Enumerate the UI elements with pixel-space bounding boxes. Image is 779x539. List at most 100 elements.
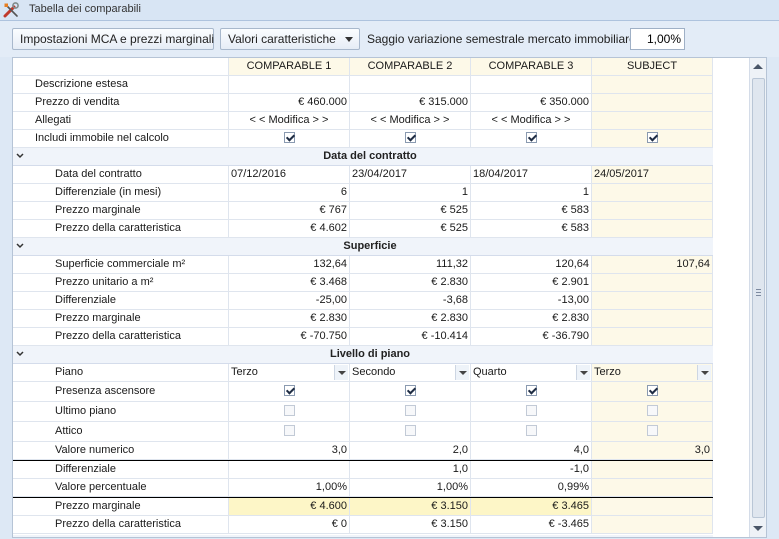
include-checkbox[interactable] xyxy=(404,131,416,143)
penthouse-checkbox[interactable] xyxy=(283,424,295,436)
grid-cell[interactable]: € 460.000 xyxy=(229,94,350,112)
chevron-down-icon[interactable] xyxy=(16,351,24,357)
grid-cell[interactable]: 120,64 xyxy=(471,256,592,274)
top-floor-checkbox[interactable] xyxy=(646,404,658,416)
grid-cell[interactable] xyxy=(229,461,350,479)
grid-cell[interactable]: € -70.750 xyxy=(229,328,350,346)
group-header-data-contratto[interactable]: Data del contratto xyxy=(13,148,713,166)
grid-cell[interactable]: € 2.830 xyxy=(350,310,471,328)
grid-cell[interactable]: 1,00% xyxy=(229,479,350,497)
grid-cell[interactable] xyxy=(229,76,350,94)
grid-cell[interactable]: -25,00 xyxy=(229,292,350,310)
grid-cell[interactable]: € 2.830 xyxy=(471,310,592,328)
penthouse-checkbox[interactable] xyxy=(404,424,416,436)
grid-cell[interactable]: € 4.600 xyxy=(229,498,350,516)
grid-cell[interactable]: € 0 xyxy=(229,516,350,534)
grid-cell[interactable]: 132,64 xyxy=(229,256,350,274)
grid-cell[interactable]: -1,0 xyxy=(471,461,592,479)
grid-cell[interactable]: 3,0 xyxy=(229,442,350,460)
column-header-comparable-1[interactable]: COMPARABLE 1 xyxy=(229,58,350,76)
grid-cell[interactable] xyxy=(592,94,713,112)
grid-cell[interactable]: € 3.468 xyxy=(229,274,350,292)
grid-cell[interactable]: 3,0 xyxy=(592,442,713,460)
grid-cell[interactable]: 0,99% xyxy=(471,479,592,497)
column-header-comparable-2[interactable]: COMPARABLE 2 xyxy=(350,58,471,76)
group-header-livello-piano[interactable]: Livello di piano xyxy=(13,346,713,364)
grid-cell[interactable]: € 767 xyxy=(229,202,350,220)
chevron-down-icon[interactable] xyxy=(16,153,24,159)
penthouse-checkbox[interactable] xyxy=(525,424,537,436)
scroll-down-arrow-icon[interactable] xyxy=(753,526,763,531)
grid-cell[interactable]: -13,00 xyxy=(471,292,592,310)
grid-cell[interactable]: 24/05/2017 xyxy=(592,166,713,184)
grid-cell[interactable]: € 2.830 xyxy=(350,274,471,292)
grid-cell[interactable] xyxy=(592,461,713,479)
grid-cell[interactable] xyxy=(592,310,713,328)
mca-settings-button[interactable]: Impostazioni MCA e prezzi marginali xyxy=(12,28,214,50)
grid-cell[interactable]: € 525 xyxy=(350,220,471,238)
floor-select[interactable]: Terzo xyxy=(229,364,350,382)
floor-select[interactable]: Secondo xyxy=(350,364,471,382)
scroll-up-arrow-icon[interactable] xyxy=(753,64,763,69)
characteristic-values-dropdown[interactable]: Valori caratteristiche xyxy=(220,28,360,50)
grid-cell[interactable]: € 3.465 xyxy=(471,498,592,516)
scrollbar-thumb[interactable] xyxy=(752,78,765,518)
elevator-checkbox[interactable] xyxy=(646,384,658,396)
elevator-checkbox[interactable] xyxy=(283,384,295,396)
grid-cell[interactable] xyxy=(592,76,713,94)
edit-attachments-link[interactable]: < < Modifica > > xyxy=(229,112,350,130)
penthouse-checkbox[interactable] xyxy=(646,424,658,436)
chevron-down-icon[interactable] xyxy=(455,365,469,380)
grid-cell[interactable]: € -36.790 xyxy=(471,328,592,346)
grid-cell[interactable]: € 583 xyxy=(471,202,592,220)
column-header-comparable-3[interactable]: COMPARABLE 3 xyxy=(471,58,592,76)
grid-cell[interactable]: € -3.465 xyxy=(471,516,592,534)
column-header-subject[interactable]: SUBJECT xyxy=(592,58,713,76)
grid-cell[interactable]: 2,0 xyxy=(350,442,471,460)
grid-cell[interactable] xyxy=(592,516,713,534)
grid-cell[interactable]: 4,0 xyxy=(471,442,592,460)
elevator-checkbox[interactable] xyxy=(404,384,416,396)
grid-cell[interactable] xyxy=(350,76,471,94)
grid-cell[interactable] xyxy=(592,184,713,202)
grid-cell[interactable] xyxy=(592,202,713,220)
grid-cell[interactable]: 23/04/2017 xyxy=(350,166,471,184)
elevator-checkbox[interactable] xyxy=(525,384,537,396)
include-checkbox[interactable] xyxy=(283,131,295,143)
chevron-down-icon[interactable] xyxy=(334,365,348,380)
grid-cell[interactable]: € 4.602 xyxy=(229,220,350,238)
grid-cell[interactable]: 1 xyxy=(471,184,592,202)
chevron-down-icon[interactable] xyxy=(576,365,590,380)
group-header-next[interactable] xyxy=(13,535,713,537)
include-checkbox[interactable] xyxy=(646,131,658,143)
include-checkbox[interactable] xyxy=(525,131,537,143)
grid-cell[interactable] xyxy=(471,76,592,94)
grid-cell[interactable] xyxy=(592,292,713,310)
group-header-superficie[interactable]: Superficie xyxy=(13,238,713,256)
grid-cell[interactable]: € 3.150 xyxy=(350,498,471,516)
grid-cell[interactable]: 18/04/2017 xyxy=(471,166,592,184)
grid-cell[interactable]: € 350.000 xyxy=(471,94,592,112)
grid-cell[interactable]: € 3.150 xyxy=(350,516,471,534)
grid-cell[interactable] xyxy=(592,479,713,497)
grid-cell[interactable]: € -10.414 xyxy=(350,328,471,346)
grid-cell[interactable]: € 525 xyxy=(350,202,471,220)
grid-cell[interactable] xyxy=(592,220,713,238)
edit-attachments-link[interactable]: < < Modifica > > xyxy=(471,112,592,130)
grid-cell[interactable]: 6 xyxy=(229,184,350,202)
chevron-down-icon[interactable] xyxy=(16,243,24,249)
top-floor-checkbox[interactable] xyxy=(525,404,537,416)
grid-cell[interactable] xyxy=(592,274,713,292)
grid-cell[interactable]: € 583 xyxy=(471,220,592,238)
grid-cell[interactable]: 1 xyxy=(350,184,471,202)
grid-cell[interactable]: 107,64 xyxy=(592,256,713,274)
vertical-scrollbar[interactable] xyxy=(749,58,766,537)
floor-select[interactable]: Terzo xyxy=(592,364,713,382)
grid-cell[interactable] xyxy=(592,328,713,346)
grid-cell[interactable]: € 2.830 xyxy=(229,310,350,328)
grid-cell[interactable]: 1,00% xyxy=(350,479,471,497)
grid-cell[interactable]: € 315.000 xyxy=(350,94,471,112)
rate-input[interactable] xyxy=(630,28,685,50)
grid-cell[interactable]: 111,32 xyxy=(350,256,471,274)
grid-cell[interactable]: € 2.901 xyxy=(471,274,592,292)
